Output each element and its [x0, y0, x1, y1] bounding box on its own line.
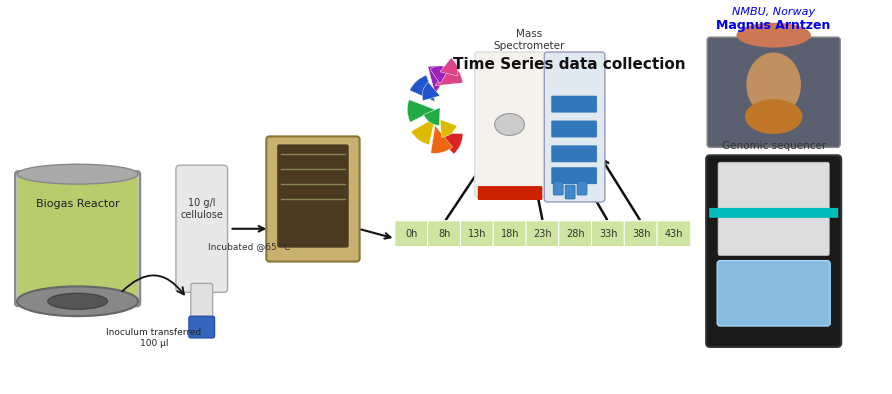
FancyBboxPatch shape — [191, 283, 212, 327]
Text: 8h: 8h — [438, 229, 450, 239]
FancyBboxPatch shape — [460, 221, 494, 247]
FancyBboxPatch shape — [558, 221, 592, 247]
FancyBboxPatch shape — [707, 37, 840, 147]
FancyBboxPatch shape — [706, 155, 841, 347]
Wedge shape — [435, 134, 463, 154]
Wedge shape — [428, 66, 450, 94]
Text: 23h: 23h — [533, 229, 552, 239]
FancyBboxPatch shape — [566, 185, 575, 199]
FancyBboxPatch shape — [277, 144, 349, 248]
Text: Time Series data collection: Time Series data collection — [453, 58, 685, 72]
Wedge shape — [411, 117, 435, 145]
Text: Mass
Spectrometer: Mass Spectrometer — [493, 29, 566, 51]
Text: NMBU, Norway: NMBU, Norway — [732, 7, 815, 17]
Ellipse shape — [747, 52, 801, 117]
Wedge shape — [440, 119, 457, 138]
FancyBboxPatch shape — [553, 181, 563, 195]
Text: 18h: 18h — [500, 229, 519, 239]
Text: 33h: 33h — [599, 229, 617, 239]
Text: Magnus Arntzen: Magnus Arntzen — [716, 19, 830, 32]
Wedge shape — [422, 82, 440, 100]
FancyBboxPatch shape — [551, 121, 597, 138]
FancyBboxPatch shape — [395, 221, 429, 247]
Ellipse shape — [17, 164, 138, 184]
FancyBboxPatch shape — [709, 208, 838, 218]
Text: 43h: 43h — [665, 229, 683, 239]
Wedge shape — [440, 58, 458, 76]
Wedge shape — [408, 100, 435, 122]
Text: Biogas Reactor: Biogas Reactor — [36, 199, 120, 209]
FancyBboxPatch shape — [493, 221, 527, 247]
FancyBboxPatch shape — [15, 171, 140, 306]
FancyBboxPatch shape — [544, 52, 605, 202]
FancyBboxPatch shape — [551, 167, 597, 184]
FancyArrowPatch shape — [122, 275, 184, 294]
FancyBboxPatch shape — [478, 186, 542, 200]
FancyBboxPatch shape — [551, 96, 597, 113]
Text: Genomic sequencer: Genomic sequencer — [722, 141, 826, 151]
Text: 28h: 28h — [566, 229, 585, 239]
Ellipse shape — [737, 23, 811, 48]
Wedge shape — [430, 66, 450, 84]
FancyBboxPatch shape — [717, 260, 830, 326]
FancyBboxPatch shape — [551, 145, 597, 162]
FancyBboxPatch shape — [591, 221, 625, 247]
Wedge shape — [409, 75, 435, 102]
Text: 13h: 13h — [468, 229, 486, 239]
FancyBboxPatch shape — [577, 181, 587, 195]
Ellipse shape — [48, 293, 107, 309]
Ellipse shape — [745, 99, 803, 134]
Wedge shape — [424, 108, 440, 126]
FancyBboxPatch shape — [718, 217, 830, 256]
Wedge shape — [435, 63, 463, 86]
Ellipse shape — [495, 113, 524, 136]
FancyBboxPatch shape — [189, 316, 215, 338]
FancyBboxPatch shape — [526, 221, 559, 247]
FancyBboxPatch shape — [475, 52, 545, 197]
Text: Incubated @65 °C: Incubated @65 °C — [208, 242, 291, 251]
Ellipse shape — [17, 286, 138, 316]
FancyBboxPatch shape — [718, 162, 830, 211]
FancyBboxPatch shape — [427, 221, 461, 247]
Wedge shape — [431, 126, 452, 153]
Text: Inoculum transferred
100 μl: Inoculum transferred 100 μl — [106, 328, 202, 348]
Text: 10 g/l
cellulose: 10 g/l cellulose — [180, 198, 223, 220]
FancyBboxPatch shape — [18, 177, 137, 295]
Text: 0h: 0h — [406, 229, 418, 239]
FancyBboxPatch shape — [176, 165, 227, 292]
FancyBboxPatch shape — [624, 221, 658, 247]
Text: 38h: 38h — [632, 229, 650, 239]
FancyBboxPatch shape — [267, 136, 359, 262]
FancyBboxPatch shape — [657, 221, 690, 247]
